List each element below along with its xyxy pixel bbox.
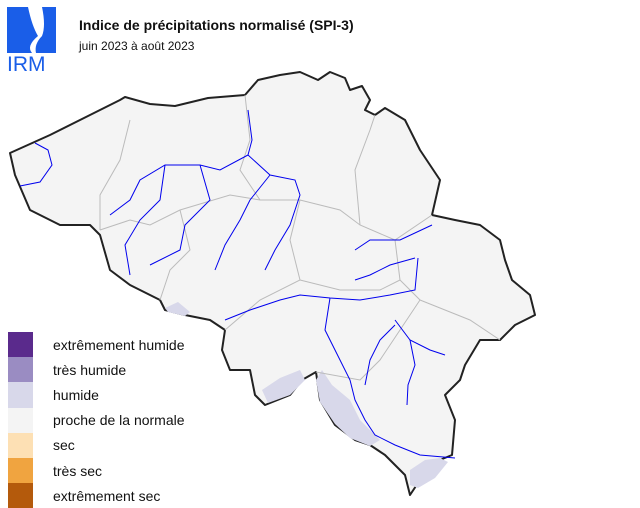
legend-swatch <box>8 382 33 408</box>
humid-areas <box>165 302 448 488</box>
legend-swatch <box>8 332 33 358</box>
legend-swatch <box>8 432 33 458</box>
province-borders <box>99 94 501 381</box>
legend-swatch <box>8 457 33 484</box>
legend-label: extrêmement humide <box>53 336 185 353</box>
legend-item: humide <box>8 382 185 408</box>
legend-item: extrêmement humide <box>8 332 185 358</box>
legend-item: extrêmement sec <box>8 483 185 508</box>
legend-label: proche de la normale <box>53 412 185 429</box>
rivers <box>19 109 456 459</box>
legend-item: très humide <box>8 357 185 383</box>
period-subtitle: juin 2023 à août 2023 <box>79 39 195 53</box>
legend: extrêmement humide très humide humide pr… <box>8 332 185 508</box>
legend-item: proche de la normale <box>8 407 185 433</box>
legend-swatch <box>8 357 33 383</box>
legend-label: très sec <box>53 462 103 479</box>
legend-swatch <box>8 407 33 433</box>
irm-logo: IRM <box>6 6 58 76</box>
legend-label: extrêmement sec <box>53 487 161 504</box>
legend-label: très humide <box>53 361 127 378</box>
legend-label: sec <box>53 437 75 454</box>
legend-item: très sec <box>8 457 185 484</box>
legend-swatch <box>8 483 33 508</box>
page-title: Indice de précipitations normalisé (SPI-… <box>79 17 354 33</box>
legend-item: sec <box>8 432 185 458</box>
belgium-outline <box>9 71 536 496</box>
svg-text:IRM: IRM <box>7 53 46 72</box>
legend-label: humide <box>53 386 99 403</box>
